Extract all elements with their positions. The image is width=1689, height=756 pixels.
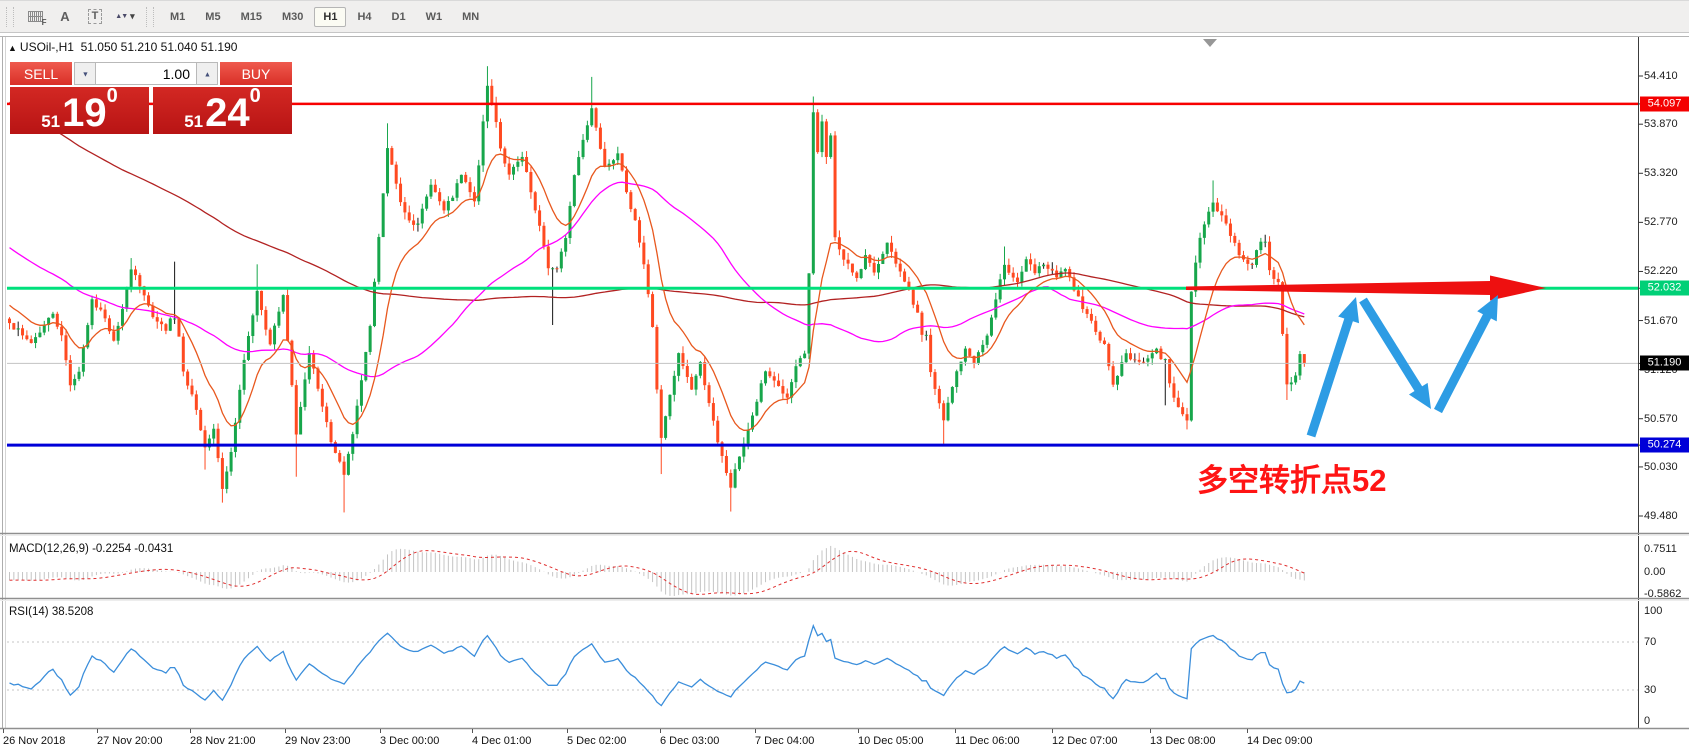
rsi-scale-30: 30: [1644, 684, 1657, 696]
buy-price-major: 51: [184, 112, 204, 131]
rsi-line: [9, 623, 1305, 707]
chart-header: ▲ USOil-,H1 51.050 51.210 51.040 51.190: [8, 40, 237, 54]
trend-arrow[interactable]: [1186, 275, 1546, 301]
time-tick: 27 Nov 20:00: [97, 735, 163, 747]
price-tick-54.410: 54.410: [1644, 70, 1678, 82]
price-tick-51.670: 51.670: [1644, 314, 1678, 327]
zigzag-arrow-2[interactable]: [1359, 297, 1425, 396]
timeframes-group: M1 M5 M15 M30 H1 H4 D1 W1 MN: [160, 1, 489, 32]
ohlc-values: 51.050 51.210 51.040 51.190: [80, 40, 238, 54]
rsi-scale-0: 0: [1644, 715, 1651, 727]
time-tick: 12 Dec 07:00: [1052, 735, 1118, 747]
text-label-tool-button[interactable]: T: [81, 4, 109, 30]
time-tick: 13 Dec 08:00: [1150, 735, 1216, 747]
time-tick: 6 Dec 03:00: [660, 735, 720, 747]
time-tick: 10 Dec 05:00: [858, 735, 924, 747]
price-tick-52.220: 52.220: [1644, 265, 1678, 278]
time-tick: 5 Dec 02:00: [567, 735, 627, 747]
sell-price-pips: 19: [62, 91, 107, 135]
zigzag-arrowhead-1: [1338, 297, 1360, 324]
timeframe-h1-button[interactable]: H1: [314, 6, 347, 27]
volume-decrease-button[interactable]: ▼: [74, 62, 96, 85]
price-tick-53.870: 53.870: [1644, 118, 1678, 131]
fibonacci-icon: F: [27, 11, 47, 27]
macd-histogram: [9, 545, 1305, 596]
time-tick: 28 Nov 21:00: [190, 735, 256, 747]
buy-button[interactable]: BUY: [220, 62, 292, 85]
zigzag-arrowhead-3: [1477, 295, 1498, 322]
symbol-title: USOil-,H1: [19, 40, 74, 54]
buy-price-point: 0: [249, 85, 261, 107]
pivot-annotation-text[interactable]: 多空转折点52: [1197, 463, 1387, 498]
price-tick-49.480: 49.480: [1644, 510, 1678, 522]
drawing-tools-group: F A T ▲▼ ▾: [20, 1, 140, 32]
buy-price-box[interactable]: 51 24 0: [153, 85, 292, 135]
rsi-scale-100: 100: [1644, 605, 1663, 617]
timeframe-m15-button[interactable]: M15: [240, 10, 262, 23]
timeframe-mn-button[interactable]: MN: [462, 10, 480, 23]
price-badge-52.032: 52.032: [1640, 280, 1689, 296]
price-badge-50.274: 50.274: [1640, 437, 1689, 453]
sell-price-box[interactable]: 51 19 0: [10, 85, 149, 135]
time-tick: 29 Nov 23:00: [285, 735, 351, 747]
fibonacci-tool-button[interactable]: F: [21, 4, 49, 30]
timeframe-m30-button[interactable]: M30: [281, 10, 304, 23]
spin-up-icon: ▲: [203, 69, 211, 78]
time-tick: 26 Nov 2018: [3, 735, 66, 747]
time-tick: 3 Dec 00:00: [380, 735, 440, 747]
macd-scale-0.00: 0.00: [1644, 566, 1666, 578]
toolbar: F A T ▲▼ ▾ M1 M5 M15 M30 H1 H4 D1 W1 MN: [0, 0, 1689, 33]
timeframe-m1-button[interactable]: M1: [170, 10, 186, 23]
chart-shift-marker[interactable]: [1203, 39, 1217, 47]
price-badge-51.190: 51.190: [1640, 355, 1689, 371]
text-icon: A: [60, 9, 70, 24]
zigzag-arrowhead-2: [1408, 382, 1431, 409]
volume-increase-button[interactable]: ▲: [196, 62, 218, 85]
price-badge-54.097: 54.097: [1640, 96, 1689, 112]
price-tick-52.770: 52.770: [1644, 216, 1678, 229]
timeframe-w1-button[interactable]: W1: [425, 10, 443, 23]
sell-button[interactable]: SELL: [10, 62, 72, 85]
macd-scale-0.7511: 0.7511: [1644, 543, 1677, 555]
volume-input[interactable]: [96, 62, 196, 85]
symbol-marker-icon: ▲: [8, 43, 17, 53]
sell-price-major: 51: [41, 112, 61, 131]
time-tick: 11 Dec 06:00: [955, 735, 1020, 747]
macd-label: MACD(12,26,9) -0.2254 -0.0431: [9, 543, 174, 555]
time-tick: 7 Dec 04:00: [755, 735, 815, 747]
zigzag-arrow-1[interactable]: [1306, 313, 1355, 438]
text-label-icon: T: [87, 9, 103, 24]
timeframe-d1-button[interactable]: D1: [391, 10, 406, 23]
rsi-label: RSI(14) 38.5208: [9, 606, 94, 618]
rsi-scale-70: 70: [1644, 636, 1657, 648]
timeframe-m5-button[interactable]: M5: [205, 10, 221, 23]
toolbar-drag-handle[interactable]: [6, 6, 14, 27]
buy-price-pips: 24: [205, 91, 250, 135]
time-tick: 4 Dec 01:00: [472, 735, 532, 747]
timeframe-h4-button[interactable]: H4: [357, 10, 372, 23]
price-tick-50.030: 50.030: [1644, 460, 1678, 473]
price-tick-50.570: 50.570: [1644, 412, 1678, 425]
sell-price-point: 0: [106, 85, 118, 107]
zigzag-arrow-3[interactable]: [1434, 309, 1494, 414]
one-click-trading-panel: SELL ▼ ▲ BUY 51 19 0 51 24 0: [10, 62, 294, 134]
text-tool-button[interactable]: A: [51, 4, 79, 30]
macd-scale--0.5862: -0.5862: [1644, 588, 1682, 600]
price-tick-53.320: 53.320: [1644, 167, 1678, 180]
macd-signal-line: [9, 550, 1305, 595]
toolbar-drag-handle-2[interactable]: [146, 6, 154, 27]
chevron-down-icon: ▾: [130, 11, 135, 21]
spin-down-icon: ▼: [81, 69, 89, 78]
arrows-tool-button[interactable]: ▲▼ ▾: [111, 4, 139, 30]
time-tick: 14 Dec 09:00: [1247, 735, 1313, 747]
arrows-icon: ▲▼: [115, 13, 128, 20]
